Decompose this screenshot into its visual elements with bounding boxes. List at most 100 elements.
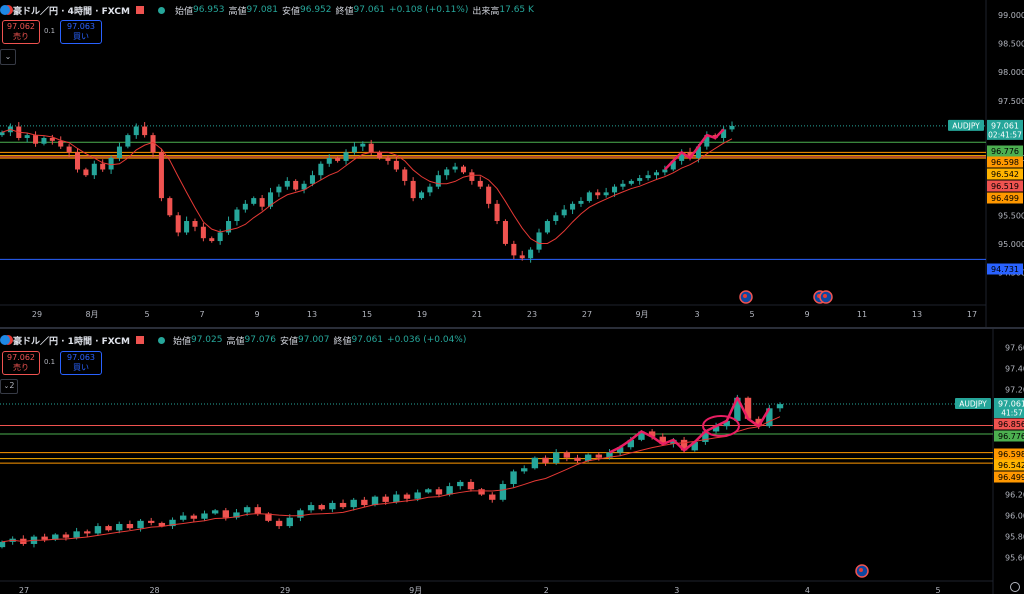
bottom-chart-svg[interactable]: 97.600 97.400 97.200 96.200 96.000 95.800 95.6… — [0, 329, 1024, 594]
top-chart-svg[interactable]: 99.00098.50098.00097.50096.50095.50095.0… — [0, 0, 1024, 327]
level-price-label: 96.598 — [991, 158, 1019, 167]
candle-body — [148, 520, 155, 523]
indicator-toggle[interactable]: ⌄2 — [0, 379, 18, 394]
candle-body — [402, 169, 408, 181]
open-value: 97.025 — [190, 335, 223, 345]
close-value: 97.061 — [351, 335, 384, 345]
candle-body — [150, 135, 156, 153]
candle-body — [192, 221, 198, 227]
sell-price: 97.062 — [7, 353, 35, 362]
high-value: 97.076 — [244, 335, 277, 345]
top-buy-button[interactable]: 97.063 買い — [60, 20, 102, 44]
level-price-tag — [994, 448, 1024, 460]
sell-label: 売り — [13, 32, 29, 41]
settings-icon[interactable] — [1010, 582, 1020, 592]
candle-body — [267, 192, 274, 207]
x-tick-label: 15 — [362, 310, 372, 319]
candle-body — [137, 520, 144, 529]
candle-body — [94, 526, 102, 534]
symbol-tag-label: AUDJPY — [952, 121, 980, 130]
level-price-tag — [987, 180, 1023, 192]
candle-body — [648, 431, 656, 437]
candle-body — [595, 192, 601, 196]
candle-body — [116, 523, 123, 531]
y-tick-label: 98.500 — [998, 39, 1024, 48]
annotation-ellipse — [702, 415, 740, 437]
candle-body — [41, 137, 47, 144]
level-price-label: 96.776 — [991, 147, 1019, 156]
indicator-count: 2 — [9, 381, 15, 390]
top-chart-panel[interactable]: 99.00098.50098.00097.50096.50095.50095.0… — [0, 0, 1024, 327]
low-value: 97.007 — [298, 335, 330, 345]
candle-body — [712, 426, 720, 432]
countdown-label: 02:41:57 — [988, 130, 1022, 139]
close-label: 終値 — [333, 336, 352, 347]
x-tick-label: 4 — [805, 586, 810, 594]
candle-body — [211, 510, 219, 514]
bottom-chart-panel[interactable]: 97.600 97.400 97.200 96.200 96.000 95.800 95.6… — [0, 329, 1024, 594]
low-label: 安値 — [280, 336, 299, 347]
symbol-title[interactable]: 豪ドル／円 · 4時間 · FXCM — [13, 6, 130, 17]
candle-body — [776, 404, 784, 409]
candle-body — [24, 135, 30, 138]
symbol-title[interactable]: 豪ドル／円 · 1時間 · FXCM — [13, 336, 130, 347]
high-label: 高値 — [228, 6, 247, 17]
y-tick-label: 95.600 — [1005, 554, 1024, 563]
top-sell-button[interactable]: 97.062 売り — [2, 20, 40, 44]
currency-pair-logo-icon — [0, 5, 10, 15]
level-price-label: 96.776 — [998, 432, 1024, 441]
panel-divider[interactable] — [0, 327, 1024, 329]
candle-body — [744, 397, 752, 419]
candle-body — [108, 158, 114, 170]
candle-body — [729, 125, 735, 130]
australia-flag-icon — [855, 564, 869, 578]
candle-body — [427, 186, 433, 193]
flag-marker-icon — [135, 336, 144, 344]
x-tick-label: 17 — [967, 310, 977, 319]
candle-body — [217, 232, 223, 242]
x-tick-label: 29 — [32, 310, 42, 319]
candle-body — [586, 192, 592, 201]
level-price-tag — [987, 192, 1023, 204]
last-price-label: 97.061 — [991, 121, 1019, 130]
flag-emblem — [823, 294, 827, 298]
bottom-sell-button[interactable]: 97.062 売り — [2, 351, 40, 375]
level-price-label: 96.542 — [998, 461, 1024, 470]
high-value: 97.081 — [246, 5, 279, 15]
candle-body — [284, 180, 290, 187]
x-tick-label: 9 — [804, 310, 809, 319]
australia-flag-icon — [739, 290, 753, 304]
candle-body — [382, 496, 389, 502]
candle-body — [301, 183, 307, 190]
candle-body — [477, 180, 483, 187]
candle-body — [561, 209, 567, 216]
candle-body — [510, 471, 517, 485]
candle-body — [360, 143, 366, 147]
annotation-zigzag — [663, 128, 725, 171]
buy-price: 97.063 — [67, 22, 95, 31]
last-price-tag — [994, 397, 1024, 418]
bottom-buy-button[interactable]: 97.063 買い — [60, 351, 102, 375]
candle-body — [653, 172, 659, 176]
candle-body — [612, 186, 618, 193]
x-tick-label: 9 — [254, 310, 259, 319]
candle-body — [184, 221, 190, 233]
buy-price: 97.063 — [67, 353, 95, 362]
level-price-tag — [987, 168, 1023, 180]
candle-body — [49, 137, 55, 141]
candle-body — [446, 486, 453, 495]
candle-body — [444, 169, 450, 176]
level-price-label: 96.519 — [991, 182, 1019, 191]
open-value: 96.953 — [192, 5, 225, 15]
candle-body — [91, 163, 97, 176]
y-tick-label: 99.000 — [998, 11, 1024, 20]
candle-body — [62, 534, 70, 538]
x-tick-label: 11 — [857, 310, 867, 319]
open-label: 始値 — [174, 6, 193, 17]
top-collapse-button[interactable]: ⌄ — [0, 49, 16, 65]
x-tick-label: 23 — [527, 310, 537, 319]
top-spread: 0.1 — [44, 27, 56, 35]
candle-body — [351, 146, 357, 153]
candle-body — [126, 523, 134, 529]
candle-body — [721, 129, 727, 138]
